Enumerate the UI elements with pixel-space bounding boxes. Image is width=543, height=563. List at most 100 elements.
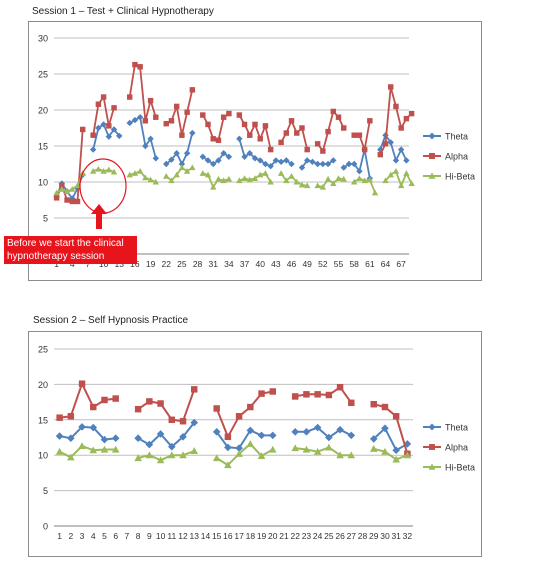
chart1-theta-point <box>225 153 233 160</box>
chart2-alpha-point <box>247 403 254 411</box>
chart1-xtick-label: 34 <box>224 259 234 269</box>
chart1-alpha-point <box>236 112 243 118</box>
chart1-alpha-point <box>330 108 337 115</box>
chart2-hi-beta-point <box>369 445 378 452</box>
chart2-hi-beta-point <box>325 443 333 451</box>
chart1-ytick-label: 15 <box>38 142 48 152</box>
chart2-alpha-point <box>291 393 299 400</box>
chart2-frame: 0 5 10 15 20 25 1 2 3 4 5 6 7 8 9 10 11 12 13 14 15 16 17 18 19 2… <box>28 331 482 557</box>
chart1-hi-beta-point <box>335 175 342 181</box>
chart1-hi-beta-point <box>215 175 222 182</box>
chart1-alpha-point <box>205 121 211 128</box>
chart1-hi-beta-point <box>69 186 76 192</box>
chart2-xtick-label: 25 <box>324 531 334 541</box>
chart1-xtick-label: 13 <box>115 259 125 269</box>
chart2-xtick-label: 17 <box>234 531 244 541</box>
chart1-ytick-label: 20 <box>38 106 48 116</box>
chart1-theta-point <box>324 160 332 168</box>
chart1-hi-beta-point <box>392 168 400 174</box>
chart2-hi-beta-point <box>347 451 356 459</box>
chart1-alpha-point <box>59 182 65 189</box>
chart2-alpha-point <box>269 388 276 395</box>
chart2-alpha-point <box>90 403 97 411</box>
chart1-xtick-label: 40 <box>255 259 265 269</box>
chart1-hi-beta-point <box>314 182 321 189</box>
chart1-alpha-point <box>53 195 60 201</box>
chart1-hi-beta-point <box>246 176 253 183</box>
chart2-hi-beta-point <box>302 445 311 453</box>
chart2-theta-line <box>137 421 195 448</box>
chart2-theta-point <box>347 431 356 440</box>
chart1-theta-point <box>147 135 154 142</box>
chart2-hi-beta-point <box>381 447 389 455</box>
chart2-xtick-label: 7 <box>125 531 130 541</box>
chart1-alpha-point <box>341 125 347 131</box>
chart1-alpha-point <box>163 120 169 127</box>
chart1-alpha-point <box>252 121 258 128</box>
chart1-hi-beta-point <box>408 180 415 186</box>
chart1-theta-point <box>288 160 295 168</box>
chart2-alpha-point <box>235 413 243 420</box>
chart1-theta-point <box>257 157 264 164</box>
chart1-xtick-label: 16 <box>130 259 140 269</box>
chart2-hi-beta-point <box>291 444 300 452</box>
chart1-hi-beta-point <box>361 177 368 184</box>
chart1-theta-point <box>356 168 363 175</box>
chart1-alpha-point <box>403 115 410 122</box>
chart1-theta-point <box>69 195 76 202</box>
chart1-hi-beta-point <box>147 176 154 183</box>
chart1-alpha-point <box>367 118 373 124</box>
chart1-alpha-point <box>335 114 342 120</box>
chart2-alpha-line <box>215 390 273 438</box>
chart2-hi-beta-point <box>167 451 176 459</box>
chart1-theta-point <box>314 160 321 168</box>
chart2-hi-beta-point <box>403 451 412 459</box>
chart2-alpha-point <box>157 400 164 407</box>
chart1-alpha-point <box>226 110 232 117</box>
chart1-alpha-point <box>241 121 248 128</box>
chart2-hi-beta-point <box>55 447 64 455</box>
chart1-xtick-label: 7 <box>86 259 91 269</box>
chart2-alpha-point <box>314 391 321 398</box>
chart1-hi-beta-point <box>236 177 243 184</box>
chart1-alpha-point <box>356 132 363 138</box>
chart2-legend-theta-marker <box>428 423 436 431</box>
chart2-alpha-point <box>213 405 220 412</box>
chart2-hi-beta-point <box>212 454 221 462</box>
chart1-alpha-point <box>179 132 185 138</box>
chart1-hi-beta-point <box>288 173 295 179</box>
chart2-hi-beta-point <box>190 447 199 454</box>
chart1-alpha-point <box>398 125 404 131</box>
chart1-xtick-label: 22 <box>162 259 172 269</box>
chart2-hi-beta-point <box>100 445 109 453</box>
chart2-hi-beta-point <box>246 440 255 447</box>
chart1-alpha-point <box>262 123 269 129</box>
chart1-alpha-point <box>74 198 81 205</box>
chart2-theta-point <box>78 423 86 431</box>
chart2-theta-point <box>111 434 120 443</box>
chart1-theta-point <box>403 157 410 164</box>
chart1-hi-beta-point <box>225 175 233 182</box>
chart1-alpha-point <box>147 97 154 104</box>
chart2-xtick-label: 21 <box>279 531 289 541</box>
chart1-hi-beta-point <box>298 181 306 188</box>
chart1-theta-point <box>319 160 327 168</box>
chart2-hi-beta-point <box>268 445 277 453</box>
chart1-theta-point <box>152 155 160 162</box>
chart1-theta-point <box>267 162 274 170</box>
chart2-alpha-point <box>101 396 108 404</box>
chart1-theta-point <box>116 132 123 140</box>
chart1-xtick-label: 46 <box>287 259 297 269</box>
chart1-alpha-point <box>126 94 133 100</box>
chart2-ytick-label: 25 <box>38 345 48 355</box>
chart1-hi-beta-point <box>163 173 170 179</box>
chart2-theta-point <box>55 432 64 440</box>
chart2-xtick-label: 8 <box>136 531 141 541</box>
chart2-hi-beta-point <box>313 447 322 455</box>
chart2-ytick-label: 0 <box>43 522 48 532</box>
chart1-alpha-point <box>299 125 305 131</box>
chart1-alpha-point <box>95 101 102 107</box>
chart1-alpha-line <box>238 114 272 150</box>
chart2-theta-point <box>100 435 109 444</box>
chart1-theta-point <box>330 157 337 164</box>
